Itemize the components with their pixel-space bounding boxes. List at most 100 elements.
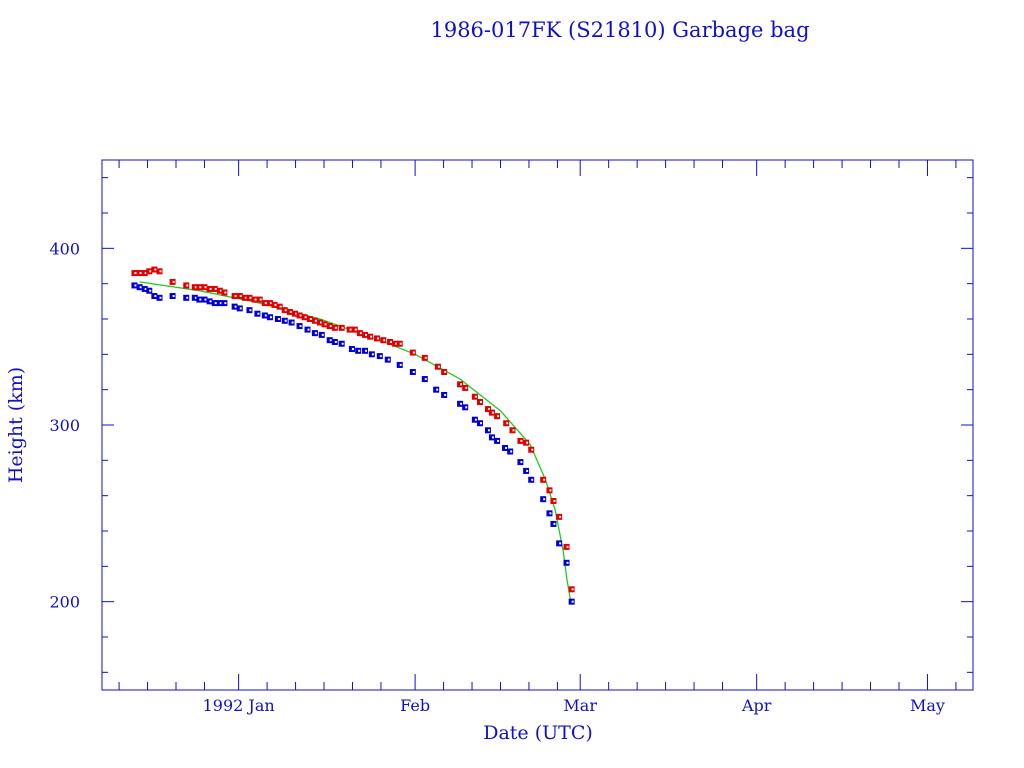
point-marker-center [329,325,332,328]
apogee-point [540,476,547,483]
point-marker-center [186,296,189,299]
apogee-point [317,319,324,326]
apogee-point [477,399,484,406]
point-marker-center [436,388,439,391]
perigee-point [484,427,491,434]
perigee-point [517,459,524,466]
apogee-point [191,284,198,291]
perigee-point [254,310,261,317]
apogee-point [286,308,293,315]
chart-title: 1986-017FK (S21810) Garbage bag [430,18,809,42]
point-marker-center [249,309,252,312]
apogee-point [196,284,203,291]
point-marker-center [194,286,197,289]
point-marker-center [329,339,332,342]
apogee-point [201,284,208,291]
apogee-point [441,369,448,375]
apogee-point [546,487,553,494]
point-marker-center [358,349,361,352]
x-axis-label: Date (UTC) [483,722,593,744]
point-marker-center [543,498,546,501]
point-marker-center [354,328,357,331]
apogee-point [392,340,399,347]
perigee-point [494,437,501,444]
point-marker-center [510,450,513,453]
point-marker-center [219,302,222,305]
point-marker-center [379,355,382,358]
point-marker-center [341,326,344,329]
point-marker-center [324,323,327,326]
point-marker-center [399,342,402,345]
perigee-point [146,287,153,294]
apogee-point [326,323,333,330]
apogee-point [484,406,491,413]
perigee-point [457,400,464,407]
apogee-point [281,307,288,314]
point-marker-center [370,335,373,338]
perigee-point [556,540,563,547]
apogee-point [331,324,338,331]
point-marker-center [309,318,312,320]
perigee-point [288,319,295,326]
point-marker-center [480,401,483,404]
apogee-point [462,384,469,391]
point-marker-center [154,295,157,298]
point-marker-center [199,286,202,289]
perigee-point [348,346,355,353]
apogee-point [256,296,263,303]
point-marker-center [460,402,463,405]
point-marker-center [506,422,509,425]
point-marker-center [497,415,500,418]
point-marker-center [487,429,490,432]
point-marker-center [214,287,217,290]
perigee-point [546,510,553,517]
point-marker-center [139,272,142,275]
apogee-point [517,437,524,444]
point-marker-center [412,371,415,373]
apogee-point [236,293,243,300]
point-marker-center [365,349,368,352]
point-marker-center [571,600,574,603]
point-marker-center [249,296,252,299]
apogee-point [373,335,380,342]
apogee-point [488,409,495,416]
point-marker-center [209,287,212,290]
perigee-point [196,296,203,303]
point-marker-center [279,305,282,308]
point-marker-center [224,302,227,305]
perigee-point [433,386,440,393]
point-marker-center [144,287,147,290]
perigee-point [266,314,273,321]
perigee-point [528,476,535,483]
apogee-point [396,340,403,347]
point-marker-center [239,295,242,298]
data-marks [131,266,575,605]
point-marker-center [390,340,393,343]
perigee-point [311,330,318,337]
point-marker-center [437,365,440,368]
point-marker-center [219,289,222,292]
apogee-point [311,317,318,324]
apogee-point [362,331,369,338]
point-marker-center [543,478,546,481]
point-marker-center [424,378,427,381]
point-marker-center [505,446,508,449]
point-marker-center [526,441,529,444]
y-axis-label: Height (km) [5,367,27,483]
point-marker-center [204,286,207,289]
point-marker-center [199,298,202,301]
point-marker-center [566,545,569,548]
apogee-point [434,363,441,370]
y-tick-labels: 200 300 400 [49,239,80,611]
point-marker-center [549,512,552,515]
point-marker-center [553,499,556,502]
perigee-point [568,598,575,605]
point-marker-center [465,386,468,389]
perigee-point [318,331,325,338]
point-marker-center [491,411,494,414]
apogee-point [261,300,268,307]
point-marker-center [520,461,523,464]
y-tick-label: 400 [49,239,80,258]
point-marker-center [284,309,287,312]
apogee-point [409,349,416,356]
